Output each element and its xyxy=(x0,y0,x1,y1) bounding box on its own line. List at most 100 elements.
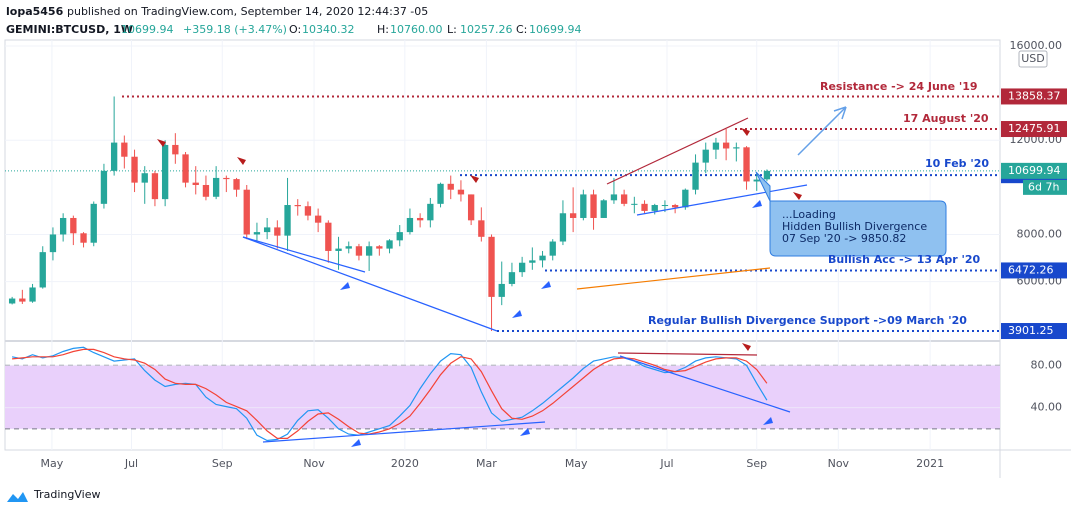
candle-body xyxy=(365,246,373,256)
rocket-icon xyxy=(520,428,530,436)
ohlc-value: 10699.94 xyxy=(529,23,582,36)
candle-body xyxy=(641,203,648,211)
candle-body xyxy=(284,205,291,236)
candle-body xyxy=(478,220,485,237)
price-badge xyxy=(1001,162,1067,179)
candle-body xyxy=(457,189,465,195)
annotation: 17 August '20 xyxy=(903,112,989,125)
bear-icon xyxy=(793,192,802,200)
candle-body xyxy=(212,177,220,197)
candle-body xyxy=(355,246,363,256)
candle-body xyxy=(294,205,301,207)
bear-icon xyxy=(237,157,246,165)
candle-body xyxy=(29,287,36,302)
candle-body xyxy=(488,236,495,297)
rocket-icon xyxy=(763,417,773,425)
price-badge xyxy=(1001,121,1067,138)
candle-body xyxy=(263,227,271,233)
candle-body xyxy=(549,241,556,256)
rocket-icon xyxy=(512,310,522,318)
change: +359.18 (+3.47%) xyxy=(183,23,287,36)
arrow xyxy=(797,106,847,156)
candle-body xyxy=(172,144,179,155)
candle-body xyxy=(702,149,709,163)
candle-body xyxy=(753,179,760,182)
x-tick-label: 2020 xyxy=(391,457,419,470)
candle-body xyxy=(610,194,618,201)
candle-body xyxy=(529,260,536,263)
candle-body xyxy=(141,173,148,183)
ohlc-value: 10760.00 xyxy=(390,23,443,36)
candle-body xyxy=(396,232,403,241)
candle-body xyxy=(590,194,597,218)
price-badge-label: 3901.25 xyxy=(1008,324,1054,337)
candle-body xyxy=(345,246,352,249)
currency: USD xyxy=(1021,52,1045,65)
ohlc-key: H: xyxy=(377,23,389,36)
candle-body xyxy=(80,233,87,243)
candle-body xyxy=(518,262,526,273)
trend-line xyxy=(576,267,771,290)
candle-body xyxy=(151,173,159,200)
price-badge xyxy=(1001,88,1067,105)
trend-line xyxy=(619,355,791,413)
candle-body xyxy=(692,162,699,190)
candle-body xyxy=(233,179,240,190)
rocket-icon xyxy=(351,439,361,447)
candle-body xyxy=(19,298,26,302)
candle-body xyxy=(49,234,57,253)
annotation: 10 Feb '20 xyxy=(925,157,989,170)
brand: TradingView xyxy=(33,488,100,501)
grid xyxy=(5,40,1000,450)
symbol: GEMINI:BTCUSD, 1W xyxy=(6,23,133,36)
x-tick-label: 2021 xyxy=(916,457,944,470)
candle-body xyxy=(416,217,424,221)
candle-body xyxy=(90,203,97,243)
y-tick-label: 40.00 xyxy=(1031,401,1063,414)
bear-icon xyxy=(742,343,751,351)
price-badge-label: 12475.91 xyxy=(1008,122,1061,135)
candle-body xyxy=(314,215,322,223)
x-tick-label: May xyxy=(41,457,64,470)
candle-body xyxy=(202,184,210,197)
trend-line xyxy=(617,352,758,356)
price: 10699.94 xyxy=(121,23,174,36)
ohlc-key: C: xyxy=(516,23,527,36)
candle-body xyxy=(569,213,577,218)
candle-body xyxy=(274,227,281,236)
x-tick-label: Jul xyxy=(124,457,138,470)
candle-body xyxy=(712,142,720,150)
annotation: Bullish Acc -> 13 Apr '20 xyxy=(828,253,981,266)
x-tick-label: Sep xyxy=(746,457,767,470)
candle-body xyxy=(580,194,587,218)
candle-body xyxy=(733,147,740,149)
price-badge-label: 10699.94 xyxy=(1008,164,1061,177)
rocket-icon xyxy=(541,281,551,289)
x-tick-label: Sep xyxy=(212,457,233,470)
candle-body xyxy=(498,283,505,297)
candle-body xyxy=(100,170,108,204)
callout-text: Hidden Bullish Divergence xyxy=(782,220,927,233)
callout-box xyxy=(755,171,947,257)
candle-body xyxy=(131,156,138,183)
y-tick-label: 80.00 xyxy=(1031,358,1063,371)
bear-icons xyxy=(157,128,802,351)
price-badge xyxy=(1001,323,1067,340)
candle-body xyxy=(325,222,332,251)
candle-body xyxy=(182,154,189,183)
bear-icon xyxy=(470,175,479,183)
candle-body xyxy=(253,232,261,235)
x-tick-label: Mar xyxy=(476,457,497,470)
x-tick-label: Nov xyxy=(828,457,850,470)
candle-body xyxy=(671,205,679,208)
x-tick-label: Nov xyxy=(303,457,325,470)
author: lopa5456 xyxy=(6,5,64,18)
y-tick-label: 8000.00 xyxy=(1017,227,1063,240)
candle-body xyxy=(559,213,567,242)
candle-body xyxy=(8,298,16,304)
price-badge xyxy=(1001,262,1067,279)
annotation: Resistance -> 24 June '19 xyxy=(820,80,978,93)
trend-line xyxy=(262,421,546,443)
candle-body xyxy=(406,217,414,233)
